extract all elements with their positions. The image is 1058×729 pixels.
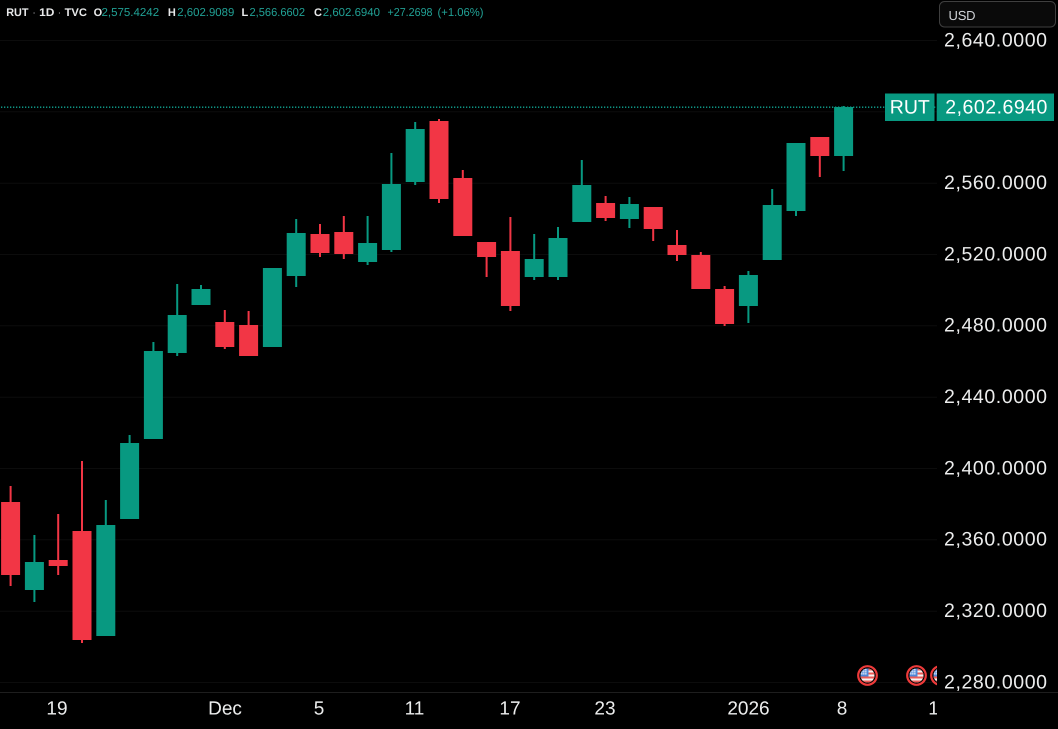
svg-text:19: 19: [46, 699, 67, 720]
svg-text:2026: 2026: [727, 699, 769, 720]
svg-text:Dec: Dec: [208, 699, 242, 720]
svg-text:RUT: RUT: [890, 96, 930, 118]
svg-text:O: O: [94, 7, 103, 19]
svg-text:L: L: [242, 7, 249, 19]
svg-text:2,480.0000: 2,480.0000: [944, 315, 1048, 337]
svg-text:17: 17: [499, 699, 520, 720]
svg-text:2,280.0000: 2,280.0000: [944, 671, 1048, 693]
svg-text:C: C: [314, 7, 322, 19]
svg-text:TVC: TVC: [65, 7, 87, 19]
svg-text:·: ·: [32, 7, 36, 19]
svg-text:RUT: RUT: [6, 7, 29, 19]
svg-text:·: ·: [58, 7, 62, 19]
svg-text:2,602.6940: 2,602.6940: [945, 97, 1048, 119]
svg-text:8: 8: [837, 699, 848, 720]
svg-text:2,566.6602: 2,566.6602: [250, 7, 306, 19]
svg-text:2,400.0000: 2,400.0000: [944, 457, 1048, 479]
svg-text:14: 14: [928, 699, 950, 720]
svg-text:2,560.0000: 2,560.0000: [944, 172, 1048, 194]
svg-text:2,520.0000: 2,520.0000: [944, 243, 1048, 265]
svg-text:11: 11: [405, 699, 425, 720]
svg-text:2,360.0000: 2,360.0000: [944, 529, 1048, 551]
svg-text:1D: 1D: [39, 7, 54, 19]
svg-text:USD: USD: [949, 8, 976, 23]
svg-text:H: H: [168, 7, 176, 19]
svg-text:2,602.6940: 2,602.6940: [323, 7, 380, 19]
svg-text:2,440.0000: 2,440.0000: [944, 386, 1048, 408]
svg-text:5: 5: [314, 699, 325, 720]
svg-text:2,320.0000: 2,320.0000: [944, 600, 1048, 622]
svg-text:(+1.06%): (+1.06%): [438, 7, 484, 19]
svg-text:+27.2698: +27.2698: [388, 7, 433, 19]
svg-text:23: 23: [594, 699, 615, 720]
svg-text:2,602.9089: 2,602.9089: [177, 7, 234, 19]
svg-text:2,575.4242: 2,575.4242: [102, 7, 160, 19]
svg-text:2,640.0000: 2,640.0000: [944, 29, 1048, 51]
